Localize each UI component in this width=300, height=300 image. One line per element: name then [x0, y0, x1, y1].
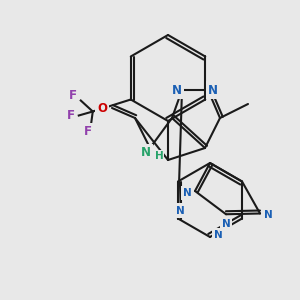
Text: F: F	[69, 89, 77, 102]
Text: N: N	[214, 230, 222, 240]
Text: N: N	[141, 146, 151, 160]
Text: N: N	[264, 211, 272, 220]
Text: N: N	[208, 83, 218, 97]
Text: F: F	[67, 109, 75, 122]
Text: H: H	[155, 151, 164, 161]
Text: N: N	[222, 219, 230, 229]
Text: O: O	[97, 101, 107, 115]
Text: N: N	[183, 188, 191, 198]
Text: N: N	[176, 206, 184, 215]
Text: F: F	[84, 125, 92, 138]
Text: N: N	[172, 83, 182, 97]
